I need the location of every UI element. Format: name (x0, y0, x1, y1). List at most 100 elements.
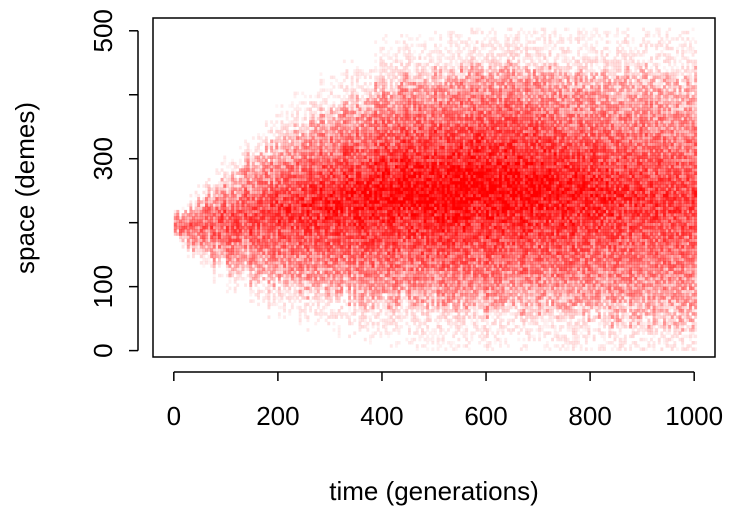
heat-cell (353, 193, 357, 198)
heat-cell (251, 136, 255, 140)
heat-cell (225, 209, 229, 214)
heat-cell (262, 232, 266, 236)
heat-cell (283, 190, 286, 195)
heat-cell (233, 248, 237, 252)
heat-cell (189, 209, 193, 214)
heat-cell (249, 261, 253, 265)
heat-cell (369, 219, 372, 223)
heat-cell (335, 200, 338, 204)
heat-cell (353, 187, 357, 191)
heat-cell (314, 123, 318, 127)
heat-cell (194, 245, 198, 249)
heat-cell (257, 280, 260, 284)
heat-cell (382, 165, 385, 169)
heat-cell (173, 232, 177, 236)
heat-cell (400, 123, 404, 127)
heat-cell (371, 94, 375, 99)
heat-cell (309, 200, 312, 204)
heat-cell (262, 203, 266, 207)
heat-cell (228, 229, 232, 233)
heat-cell (241, 257, 245, 262)
heat-cell (392, 78, 396, 83)
heat-cell (231, 206, 234, 211)
heat-cell (319, 171, 323, 175)
heat-cell (205, 190, 208, 195)
heat-cell (270, 261, 273, 265)
heat-cell (413, 273, 417, 278)
heat-cell (275, 181, 279, 185)
heat-cell (288, 309, 292, 313)
heat-cell (327, 229, 331, 233)
heat-cell (316, 267, 320, 271)
heat-cell (309, 283, 312, 287)
heat-cell (277, 235, 281, 239)
heat-cell (301, 142, 305, 147)
heat-cell (376, 168, 380, 172)
heat-cell (363, 149, 367, 153)
heat-cell (402, 53, 406, 57)
heat-cell (342, 273, 346, 278)
heat-cell (379, 88, 383, 92)
heat-cell (358, 136, 362, 140)
heat-cell (324, 289, 328, 294)
heat-cell (410, 113, 414, 118)
heat-cell (283, 261, 286, 265)
heat-cell (363, 82, 367, 86)
heat-cell (267, 270, 271, 275)
heat-cell (397, 123, 401, 127)
heat-cell (205, 193, 208, 198)
heat-cell (387, 184, 391, 188)
heat-cell (270, 187, 273, 191)
heat-cell (329, 216, 333, 220)
heat-cell (345, 289, 349, 294)
heat-cell (262, 264, 266, 268)
heat-cell (392, 200, 396, 204)
heat-cell (264, 264, 268, 268)
heat-cell (348, 171, 351, 175)
heat-cell (309, 152, 312, 156)
heat-cell (371, 126, 375, 131)
heat-cell (296, 171, 299, 175)
heat-cell (241, 254, 245, 259)
heat-cell (181, 206, 185, 211)
heat-cell (210, 219, 214, 223)
heat-cell (311, 277, 315, 281)
heat-cell (395, 257, 398, 262)
heat-cell (392, 190, 396, 195)
heat-cell (215, 245, 219, 249)
heat-cell (264, 145, 268, 150)
heat-cell (262, 174, 266, 179)
heat-cell (379, 136, 383, 140)
heat-cell (319, 120, 323, 124)
heat-cell (288, 155, 292, 159)
heat-cell (348, 334, 351, 339)
heat-cell (311, 161, 315, 166)
heat-cell (327, 216, 331, 220)
heat-cell (319, 273, 323, 278)
heat-cell (332, 267, 336, 271)
heat-cell (376, 158, 380, 163)
heat-cell (379, 241, 383, 246)
heat-cell (340, 254, 344, 259)
heat-cell (355, 66, 359, 70)
heat-cell (272, 200, 276, 204)
heat-cell (405, 264, 409, 268)
heat-cell (397, 200, 401, 204)
heat-cell (311, 190, 315, 195)
heat-cell (246, 238, 250, 243)
heat-cell (322, 235, 325, 239)
heat-cell (379, 177, 383, 182)
heat-cell (382, 289, 385, 294)
heat-cell (285, 232, 289, 236)
heat-cell (405, 241, 409, 246)
heat-cell (249, 238, 253, 243)
heat-cell (340, 113, 344, 118)
heat-cell (337, 241, 341, 246)
heat-cell (387, 280, 391, 284)
heat-cell (220, 184, 224, 188)
heat-cell (382, 85, 385, 89)
heat-cell (413, 315, 417, 319)
heat-cell (405, 273, 409, 278)
heat-cell (358, 152, 362, 156)
heat-cell (316, 248, 320, 252)
